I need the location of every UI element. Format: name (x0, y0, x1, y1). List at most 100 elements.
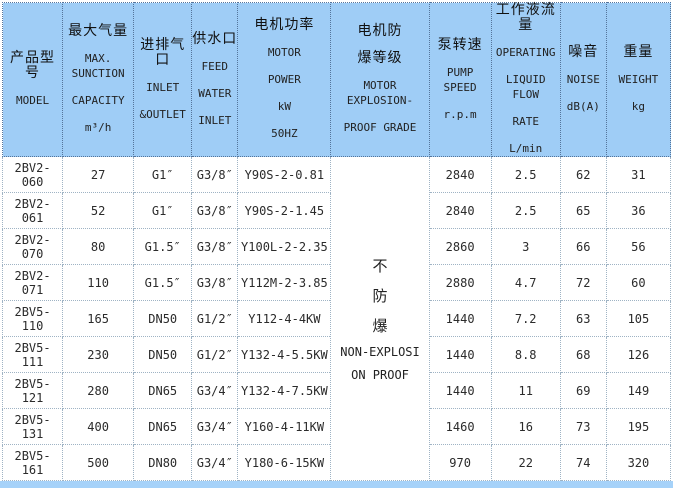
header-feed-water-en1: FEED (201, 59, 229, 73)
table-row: 2BV2-070 80 G1.5″ G3/8″ Y100L-2-2.35 286… (1, 228, 672, 265)
col-header-model: 产品型号 MODEL (1, 2, 64, 157)
cell-liquid-flow: 22 (490, 444, 561, 481)
cell-feed-water: G3/8″ (191, 156, 239, 193)
cell-capacity: 500 (62, 444, 135, 481)
explosion-zh3: 爆 (372, 317, 388, 335)
cell-weight: 195 (605, 408, 672, 445)
cell-liquid-flow: 2.5 (490, 156, 561, 193)
cell-feed-water: G1/2″ (191, 336, 239, 373)
explosion-zh2: 防 (372, 287, 388, 305)
header-liquid-flow-unit: L/min (509, 142, 543, 155)
cell-inlet-outlet: DN50 (133, 300, 193, 337)
header-inlet-outlet-zh: 进排气口 (140, 36, 186, 68)
cell-feed-water: G3/4″ (191, 444, 239, 481)
cell-feed-water: G3/8″ (191, 192, 239, 229)
header-pump-speed-zh: 泵转速 (437, 36, 483, 53)
header-noise-unit: dB(A) (566, 100, 600, 113)
header-pump-speed-unit: r.p.m (443, 107, 477, 121)
cell-capacity: 230 (62, 336, 135, 373)
header-explosion-en2: PROOF GRADE (343, 121, 417, 134)
cell-motor-power: Y132-4-7.5KW (237, 372, 332, 409)
cell-pump-speed: 2840 (428, 156, 492, 193)
header-inlet-outlet-en1: INLET (146, 80, 180, 94)
bottom-border-strip (0, 481, 673, 488)
cell-weight: 149 (605, 372, 672, 409)
header-motor-power-en1: MOTOR (267, 46, 301, 59)
cell-motor-power: Y132-4-5.5KW (237, 336, 332, 373)
col-header-explosion-grade: 电机防 爆等级 MOTOR EXPLOSION- PROOF GRADE (330, 2, 430, 157)
header-liquid-flow-zh: 工作液流量 (495, 2, 556, 33)
cell-weight: 36 (605, 192, 672, 229)
header-model-en: MODEL (15, 94, 50, 107)
cell-liquid-flow: 3 (490, 228, 561, 265)
cell-weight: 105 (605, 300, 672, 337)
cell-noise: 68 (559, 336, 607, 373)
table-row: 2BV5-161 500 DN80 G3/4″ Y180-6-15KW 970 … (1, 444, 672, 481)
col-header-max-suction: 最大气量 MAX. SUNCTION CAPACITY m³/h (62, 2, 135, 157)
cell-model: 2BV5-121 (1, 372, 64, 409)
header-model-zh: 产品型号 (10, 50, 56, 81)
col-header-weight: 重量 WEIGHT kg (605, 2, 672, 157)
header-feed-water-en3: INLET (198, 113, 232, 127)
cell-inlet-outlet: G1″ (133, 192, 193, 229)
cell-weight: 31 (605, 156, 672, 193)
col-header-liquid-flow: 工作液流量 OPERATING LIQUID FLOW RATE L/min (490, 2, 561, 157)
cell-weight: 320 (605, 444, 672, 481)
cell-inlet-outlet: G1.5″ (133, 264, 193, 301)
header-row: 产品型号 MODEL 最大气量 MAX. SUNCTION CAPACITY m… (1, 2, 672, 157)
table-row: 2BV2-071 110 G1.5″ G3/8″ Y112M-2-3.85 28… (1, 264, 672, 301)
cell-capacity: 280 (62, 372, 135, 409)
cell-model: 2BV2-060 (1, 156, 64, 193)
header-explosion-zh1: 电机防 (357, 23, 403, 39)
cell-inlet-outlet: DN50 (133, 336, 193, 373)
header-noise-en: NOISE (566, 73, 600, 86)
header-explosion-en1: MOTOR EXPLOSION- (346, 79, 414, 107)
explosion-zh1: 不 (372, 257, 388, 275)
cell-noise: 73 (559, 408, 607, 445)
pump-spec-table: 产品型号 MODEL 最大气量 MAX. SUNCTION CAPACITY m… (1, 2, 672, 481)
header-liquid-flow-en1: OPERATING (495, 46, 556, 59)
cell-capacity: 110 (62, 264, 135, 301)
cell-weight: 56 (605, 228, 672, 265)
header-max-suction-zh: 最大气量 (68, 23, 129, 39)
cell-model: 2BV5-110 (1, 300, 64, 337)
explosion-en1: NON-EXPLOSI (340, 345, 420, 359)
cell-pump-speed: 2880 (428, 264, 492, 301)
cell-model: 2BV2-071 (1, 264, 64, 301)
header-explosion-zh2: 爆等级 (357, 50, 403, 66)
cell-noise: 62 (559, 156, 607, 193)
cell-noise: 69 (559, 372, 607, 409)
cell-pump-speed: 1440 (428, 336, 492, 373)
header-motor-power-unit: kW (277, 100, 291, 113)
header-liquid-flow-en2: LIQUID FLOW (505, 73, 546, 101)
cell-explosion-grade-merged: 不 防 爆 NON-EXPLOSI ON PROOF (330, 156, 430, 481)
cell-feed-water: G3/4″ (191, 372, 239, 409)
cell-noise: 74 (559, 444, 607, 481)
cell-motor-power: Y90S-2-1.45 (237, 192, 332, 229)
cell-liquid-flow: 4.7 (490, 264, 561, 301)
col-header-motor-power: 电机功率 MOTOR POWER kW 50HZ (237, 2, 332, 157)
explosion-en2: ON PROOF (351, 368, 409, 382)
cell-inlet-outlet: DN80 (133, 444, 193, 481)
table-row: 2BV5-111 230 DN50 G1/2″ Y132-4-5.5KW 144… (1, 336, 672, 373)
header-inlet-outlet-en2: &OUTLET (139, 107, 186, 121)
cell-noise: 63 (559, 300, 607, 337)
col-header-inlet-outlet: 进排气口 INLET &OUTLET (133, 2, 193, 157)
cell-noise: 72 (559, 264, 607, 301)
header-max-suction-unit: m³/h (84, 121, 112, 134)
header-liquid-flow-en3: RATE (512, 115, 539, 128)
cell-feed-water: G1/2″ (191, 300, 239, 337)
cell-liquid-flow: 2.5 (490, 192, 561, 229)
cell-capacity: 80 (62, 228, 135, 265)
cell-capacity: 27 (62, 156, 135, 193)
header-motor-power-freq: 50HZ (271, 127, 298, 140)
table-row: 2BV5-110 165 DN50 G1/2″ Y112-4-4KW 1440 … (1, 300, 672, 337)
header-max-suction-en1: MAX. SUNCTION (71, 52, 125, 80)
cell-capacity: 165 (62, 300, 135, 337)
cell-feed-water: G3/8″ (191, 264, 239, 301)
cell-pump-speed: 1440 (428, 300, 492, 337)
header-pump-speed-en: PUMP SPEED (443, 65, 477, 94)
cell-weight: 60 (605, 264, 672, 301)
cell-pump-speed: 2860 (428, 228, 492, 265)
